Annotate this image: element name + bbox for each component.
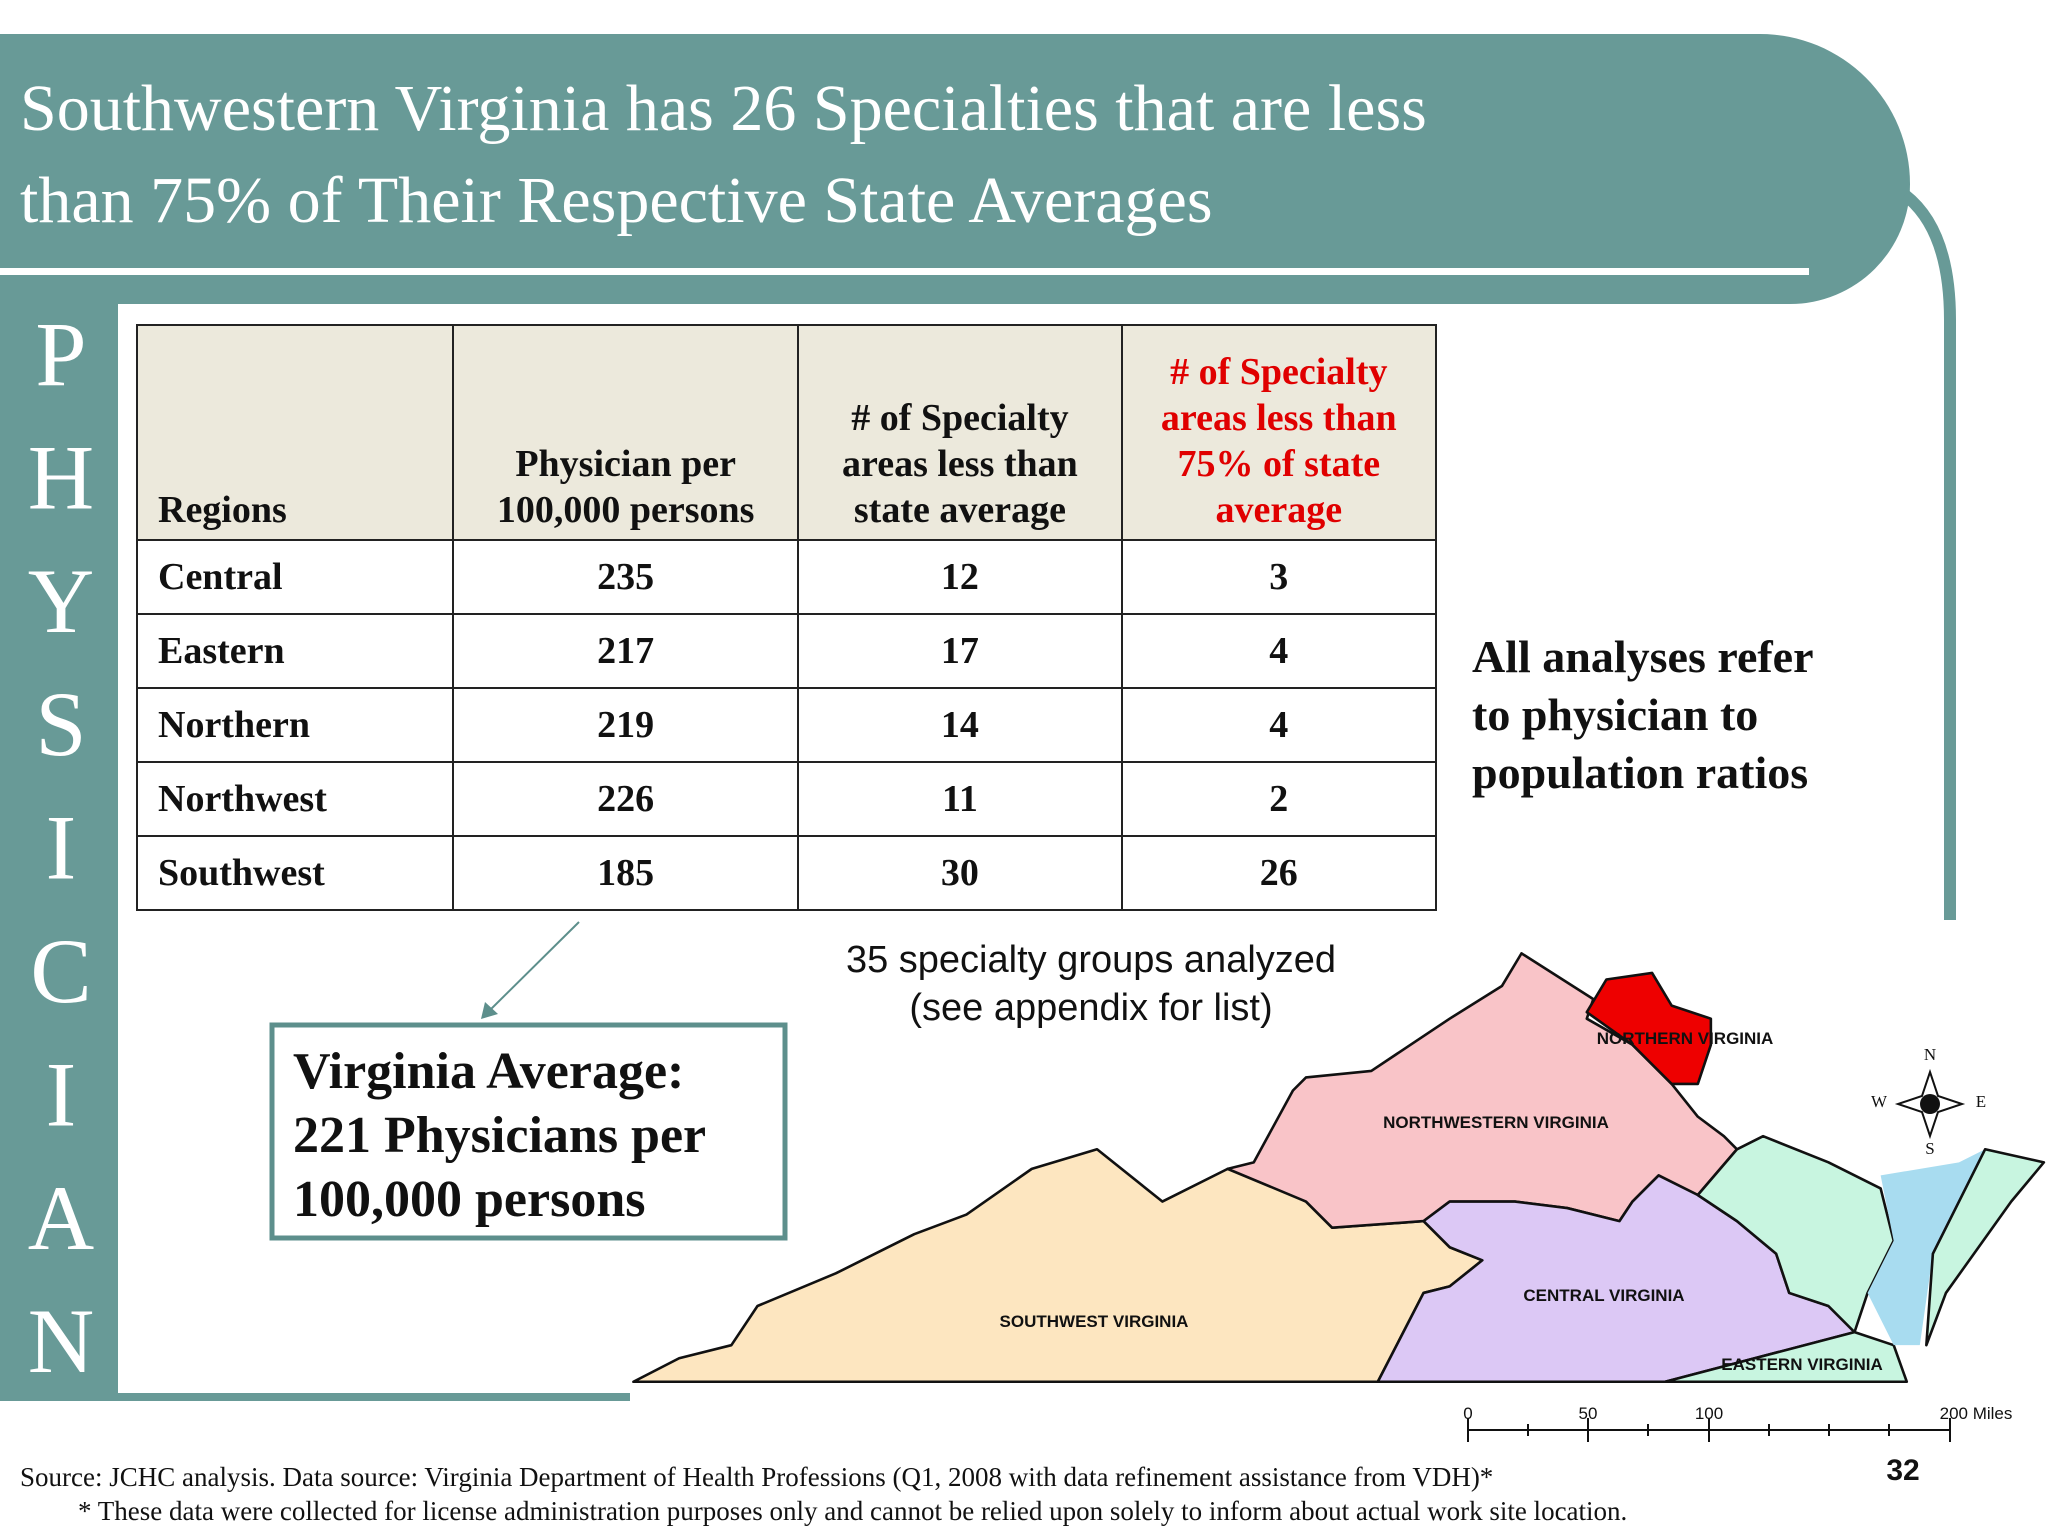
average-box	[269, 1022, 788, 1241]
title-line: than 75% of Their Respective State Avera…	[20, 164, 1213, 237]
cell: 14	[797, 687, 1123, 763]
cell: 219	[452, 687, 800, 763]
cell: 3	[1120, 539, 1438, 615]
map-label: EASTERN VIRGINIA	[1721, 1355, 1883, 1374]
table-row: Northwest 226 11 2	[135, 761, 1438, 837]
side-letter: N	[28, 1290, 94, 1392]
source: Source: JCHC analysis. Data source: Virg…	[20, 1462, 1493, 1492]
title-line: Southwestern Virginia has 26 Specialties…	[20, 72, 1427, 145]
compass-label: E	[1976, 1092, 1986, 1111]
region-eastern	[1696, 1134, 1896, 1334]
side-letter: S	[35, 673, 86, 775]
specialty-note-line: 35 specialty groups analyzed	[846, 939, 1336, 981]
note: All analyses refer to physician to popul…	[1472, 631, 1814, 798]
map-label: NORTHERN VIRGINIA	[1597, 1029, 1774, 1048]
average-line: 221 Physicians per	[293, 1107, 706, 1164]
title-underline	[0, 268, 1809, 275]
map	[632, 952, 2046, 1384]
header-row: Regions Physician per 100,000 persons # of…	[135, 324, 1438, 541]
side-letter: Y	[28, 550, 94, 652]
header-cell: # of Specialty areas less than state ave…	[797, 324, 1123, 541]
cell: 226	[452, 761, 800, 837]
cell: 12	[797, 539, 1123, 615]
average-line: 100,000 persons	[293, 1171, 645, 1228]
cell: Eastern	[135, 613, 455, 689]
cell: 4	[1120, 687, 1438, 763]
compass: N E S W	[1871, 1045, 1986, 1158]
table-row: Southwest 185 30 26	[135, 835, 1438, 911]
header-cell: # of Specialty areas less than 75% of st…	[1120, 324, 1438, 541]
note-line: population ratios	[1472, 747, 1808, 798]
side-letter: P	[35, 303, 86, 405]
data-table: Regions Physician per 100,000 persons # of…	[135, 324, 1438, 911]
specialty-note-line: (see appendix for list)	[909, 987, 1272, 1029]
specialty-note: 35 specialty groups analyzed (see append…	[846, 939, 1336, 1029]
side-letter: I	[46, 1043, 77, 1145]
cell: Northwest	[135, 761, 455, 837]
cell: 30	[797, 835, 1123, 911]
scale-label: 0	[1463, 1404, 1472, 1423]
cell: 2	[1120, 761, 1438, 837]
eastern-shore	[1925, 1147, 2046, 1347]
compass-label: W	[1871, 1092, 1888, 1111]
cell: 185	[452, 835, 800, 911]
footnote: * These data were collected for license …	[78, 1496, 1627, 1526]
region-northern	[1585, 971, 1713, 1086]
bottom-rule	[0, 1393, 631, 1401]
side-band	[0, 275, 118, 1399]
title: Southwestern Virginia has 26 Specialties…	[20, 72, 1427, 237]
average-text: Virginia Average: 221 Physicians per 100…	[293, 1043, 706, 1228]
map-label: CENTRAL VIRGINIA	[1523, 1286, 1684, 1305]
note-line: to physician to	[1472, 689, 1758, 740]
header-cell: Regions	[135, 324, 455, 541]
side-letter: H	[28, 426, 94, 528]
scale-label: 200 Miles	[1940, 1404, 2013, 1423]
side-letter: A	[28, 1167, 94, 1269]
scale-bar	[1467, 1418, 1951, 1442]
scale-label: 100	[1695, 1404, 1723, 1423]
table-row: Northern 219 14 4	[135, 687, 1438, 763]
map-label: SOUTHWEST VIRGINIA	[1000, 1312, 1189, 1331]
header-cell: Physician per 100,000 persons	[452, 324, 800, 541]
cell: 235	[452, 539, 800, 615]
scale-label: 50	[1579, 1404, 1598, 1423]
side-letter: I	[46, 797, 77, 899]
map-label: NORTHWESTERN VIRGINIA	[1383, 1113, 1609, 1132]
cell: Central	[135, 539, 455, 615]
page-number: 32	[1886, 1454, 1919, 1487]
side-letter: C	[30, 920, 91, 1022]
compass-label: S	[1925, 1139, 1934, 1158]
average-line: Virginia Average:	[293, 1043, 684, 1100]
scale-labels: 0 50 100 200 Miles	[1463, 1404, 2012, 1423]
cell: 4	[1120, 613, 1438, 689]
arrow-head	[481, 1002, 498, 1019]
table-row: Central 235 12 3	[135, 539, 1438, 615]
arrow-line	[485, 921, 580, 1015]
cell: Southwest	[135, 835, 455, 911]
cell: 217	[452, 613, 800, 689]
note-line: All analyses refer	[1472, 631, 1814, 682]
title-banner	[0, 34, 1910, 304]
cell: 17	[797, 613, 1123, 689]
cell: 26	[1120, 835, 1438, 911]
cell: 11	[797, 761, 1123, 837]
cell: Northern	[135, 687, 455, 763]
map-labels: NORTHERN VIRGINIA NORTHWESTERN VIRGINIA …	[1000, 1029, 1883, 1374]
compass-label: N	[1924, 1045, 1936, 1064]
table-row: Eastern 217 17 4	[135, 613, 1438, 689]
right-rule	[1901, 190, 1956, 920]
